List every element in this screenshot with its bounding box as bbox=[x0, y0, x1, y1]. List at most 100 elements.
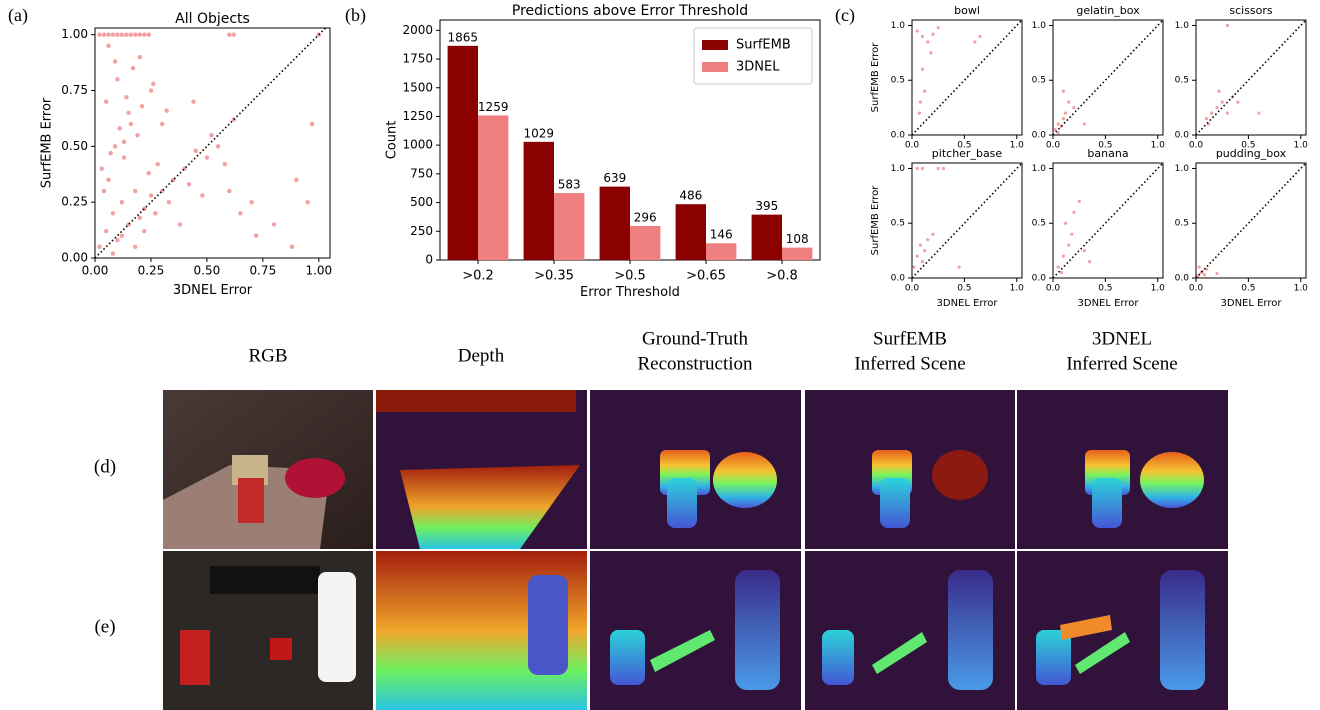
photo-bottle bbox=[318, 572, 356, 682]
x-tick-label: 0.0 bbox=[1046, 284, 1061, 294]
point bbox=[921, 167, 924, 170]
point bbox=[223, 162, 227, 166]
x-tick-label: 1.0 bbox=[1294, 284, 1309, 294]
legend-label: SurfEMB bbox=[736, 38, 791, 53]
render-bottle bbox=[948, 570, 993, 690]
figure: (a) (b) (c) bbox=[0, 0, 1320, 710]
data-label: 486 bbox=[679, 189, 702, 203]
point bbox=[147, 32, 151, 36]
x-tick-label: 1.0 bbox=[1010, 284, 1025, 294]
y-tick-label: 0.5 bbox=[1032, 76, 1046, 86]
point bbox=[1217, 90, 1220, 93]
x-tick-label: 0.25 bbox=[138, 264, 165, 278]
plot-area bbox=[1053, 163, 1163, 278]
point bbox=[124, 95, 128, 99]
point bbox=[926, 238, 929, 241]
point bbox=[1205, 117, 1208, 120]
data-label: 1865 bbox=[448, 30, 479, 44]
plot-area bbox=[912, 20, 1022, 135]
point bbox=[155, 162, 159, 166]
x-tick-label: 0.00 bbox=[82, 264, 109, 278]
point bbox=[1226, 24, 1229, 27]
point bbox=[160, 122, 164, 126]
column-header: 3DNEL bbox=[1092, 328, 1152, 349]
data-label: 639 bbox=[603, 171, 626, 185]
point bbox=[921, 35, 924, 38]
render-bowl bbox=[932, 450, 988, 500]
chart-title: scissors bbox=[1229, 4, 1273, 17]
point bbox=[140, 104, 144, 108]
point bbox=[138, 55, 142, 59]
row-label: (d) bbox=[94, 456, 116, 477]
point bbox=[97, 32, 101, 36]
point bbox=[1215, 272, 1218, 275]
y-tick-label: 0.5 bbox=[1032, 219, 1046, 229]
point bbox=[133, 32, 137, 36]
point bbox=[912, 265, 915, 268]
x-axis-label: 3DNEL Error bbox=[1078, 298, 1140, 309]
render-can bbox=[667, 478, 697, 528]
y-tick-label: 2000 bbox=[402, 23, 433, 37]
y-tick-label: 250 bbox=[410, 224, 433, 238]
point bbox=[100, 166, 104, 170]
x-tick-label: 1.00 bbox=[305, 264, 332, 278]
point bbox=[923, 90, 926, 93]
image-panels bbox=[163, 390, 1228, 710]
y-tick-label: 0.0 bbox=[891, 131, 906, 141]
data-label: 583 bbox=[558, 178, 581, 192]
column-header: Inferred Scene bbox=[854, 353, 965, 374]
render-bowl bbox=[713, 452, 777, 508]
legend-swatch bbox=[702, 62, 728, 72]
data-label: 395 bbox=[755, 199, 778, 213]
point bbox=[209, 133, 213, 137]
page: (a) (b) (c) bbox=[0, 0, 1320, 710]
point bbox=[111, 251, 115, 255]
point bbox=[1064, 222, 1067, 225]
y-tick-label: 0.0 bbox=[1032, 131, 1047, 141]
point bbox=[205, 155, 209, 159]
y-tick-label: 1.0 bbox=[891, 164, 906, 174]
x-tick-label: 1.0 bbox=[1151, 284, 1166, 294]
column-header: Inferred Scene bbox=[1066, 353, 1177, 374]
point bbox=[113, 144, 117, 148]
data-label: 1029 bbox=[524, 126, 555, 140]
point bbox=[1088, 260, 1091, 263]
data-label: 296 bbox=[634, 211, 657, 225]
point bbox=[1057, 122, 1060, 125]
render-can bbox=[610, 630, 645, 685]
x-tick-label: 0.0 bbox=[1189, 141, 1204, 151]
point bbox=[1226, 111, 1229, 114]
legend-swatch bbox=[702, 40, 728, 50]
point bbox=[97, 245, 101, 249]
x-tick-label: 1.0 bbox=[1010, 141, 1025, 151]
point bbox=[1078, 200, 1081, 203]
point bbox=[167, 200, 171, 204]
chart-title: gelatin_box bbox=[1076, 4, 1140, 17]
point bbox=[916, 29, 919, 32]
x-tick-label: 0.0 bbox=[1046, 141, 1061, 151]
y-tick-label: 1750 bbox=[402, 52, 433, 66]
bar bbox=[782, 248, 812, 260]
render-bottle bbox=[735, 570, 780, 690]
chart-title: Predictions above Error Threshold bbox=[512, 3, 748, 19]
x-axis-label: Error Threshold bbox=[580, 285, 680, 300]
point bbox=[926, 40, 929, 43]
point bbox=[131, 66, 135, 70]
point bbox=[164, 108, 168, 112]
chart-title: bowl bbox=[954, 4, 980, 17]
bar bbox=[554, 193, 584, 260]
panel-label: (a) bbox=[8, 5, 28, 26]
y-axis-label: SurfEMB Error bbox=[870, 42, 881, 113]
point bbox=[133, 189, 137, 193]
point bbox=[1210, 111, 1213, 114]
point bbox=[1062, 117, 1065, 120]
point bbox=[106, 44, 110, 48]
render-can bbox=[1092, 478, 1122, 528]
point bbox=[216, 144, 220, 148]
point bbox=[153, 211, 157, 215]
point bbox=[931, 233, 934, 236]
point bbox=[921, 68, 924, 71]
point bbox=[129, 122, 133, 126]
x-tick-label: >0.2 bbox=[462, 269, 494, 284]
y-tick-label: 1000 bbox=[402, 138, 433, 152]
